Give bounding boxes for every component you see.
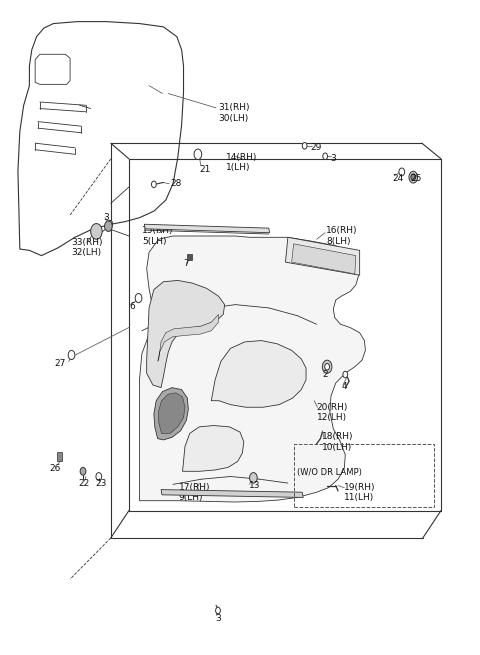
Circle shape bbox=[302, 143, 307, 149]
Text: 21: 21 bbox=[199, 165, 211, 174]
Text: 2: 2 bbox=[323, 370, 328, 379]
PathPatch shape bbox=[140, 236, 365, 502]
Circle shape bbox=[135, 293, 142, 303]
Circle shape bbox=[250, 473, 257, 483]
PathPatch shape bbox=[144, 224, 270, 233]
Circle shape bbox=[68, 350, 75, 360]
Circle shape bbox=[343, 371, 348, 378]
PathPatch shape bbox=[292, 244, 356, 274]
Text: 19(RH)
11(LH): 19(RH) 11(LH) bbox=[344, 483, 376, 502]
Text: 33(RH)
32(LH): 33(RH) 32(LH) bbox=[72, 238, 103, 257]
Text: (W/O DR LAMP): (W/O DR LAMP) bbox=[298, 468, 362, 477]
Circle shape bbox=[399, 168, 405, 176]
Circle shape bbox=[152, 181, 156, 187]
PathPatch shape bbox=[286, 237, 360, 275]
Text: 25: 25 bbox=[410, 174, 421, 183]
Text: 27: 27 bbox=[54, 359, 66, 368]
Circle shape bbox=[324, 364, 329, 370]
Text: 23: 23 bbox=[96, 479, 107, 487]
Text: 16(RH)
8(LH): 16(RH) 8(LH) bbox=[326, 226, 358, 246]
Circle shape bbox=[105, 221, 112, 231]
Text: 15(RH)
5(LH): 15(RH) 5(LH) bbox=[142, 226, 173, 246]
Circle shape bbox=[216, 607, 220, 614]
PathPatch shape bbox=[157, 314, 218, 362]
Text: 31(RH)
30(LH): 31(RH) 30(LH) bbox=[218, 103, 250, 123]
Text: 28: 28 bbox=[170, 179, 182, 188]
Bar bbox=[57, 453, 62, 462]
Circle shape bbox=[107, 220, 113, 228]
Circle shape bbox=[409, 172, 418, 183]
Text: 20(RH)
12(LH): 20(RH) 12(LH) bbox=[317, 403, 348, 422]
Circle shape bbox=[91, 223, 102, 239]
Text: 3: 3 bbox=[330, 155, 336, 163]
PathPatch shape bbox=[158, 393, 185, 434]
PathPatch shape bbox=[211, 341, 306, 407]
PathPatch shape bbox=[147, 280, 225, 388]
Text: 24: 24 bbox=[392, 174, 404, 183]
Text: 26: 26 bbox=[49, 464, 61, 472]
Circle shape bbox=[411, 174, 416, 180]
PathPatch shape bbox=[182, 426, 244, 472]
Text: 17(RH)
9(LH): 17(RH) 9(LH) bbox=[179, 483, 210, 502]
Text: 7: 7 bbox=[183, 259, 189, 268]
Text: 13: 13 bbox=[249, 481, 260, 490]
Text: 3: 3 bbox=[104, 213, 109, 222]
Circle shape bbox=[323, 153, 327, 160]
PathPatch shape bbox=[154, 388, 188, 440]
Circle shape bbox=[323, 360, 332, 373]
Text: 22: 22 bbox=[78, 479, 89, 487]
Circle shape bbox=[80, 468, 86, 476]
Text: 3: 3 bbox=[215, 614, 221, 623]
Text: 6: 6 bbox=[129, 302, 135, 311]
Circle shape bbox=[194, 149, 202, 160]
Text: 4: 4 bbox=[341, 382, 347, 391]
Text: 18(RH)
10(LH): 18(RH) 10(LH) bbox=[323, 432, 354, 451]
Text: 14(RH)
1(LH): 14(RH) 1(LH) bbox=[226, 153, 257, 172]
Text: 29: 29 bbox=[311, 143, 322, 152]
Bar bbox=[187, 253, 192, 260]
PathPatch shape bbox=[161, 489, 303, 497]
